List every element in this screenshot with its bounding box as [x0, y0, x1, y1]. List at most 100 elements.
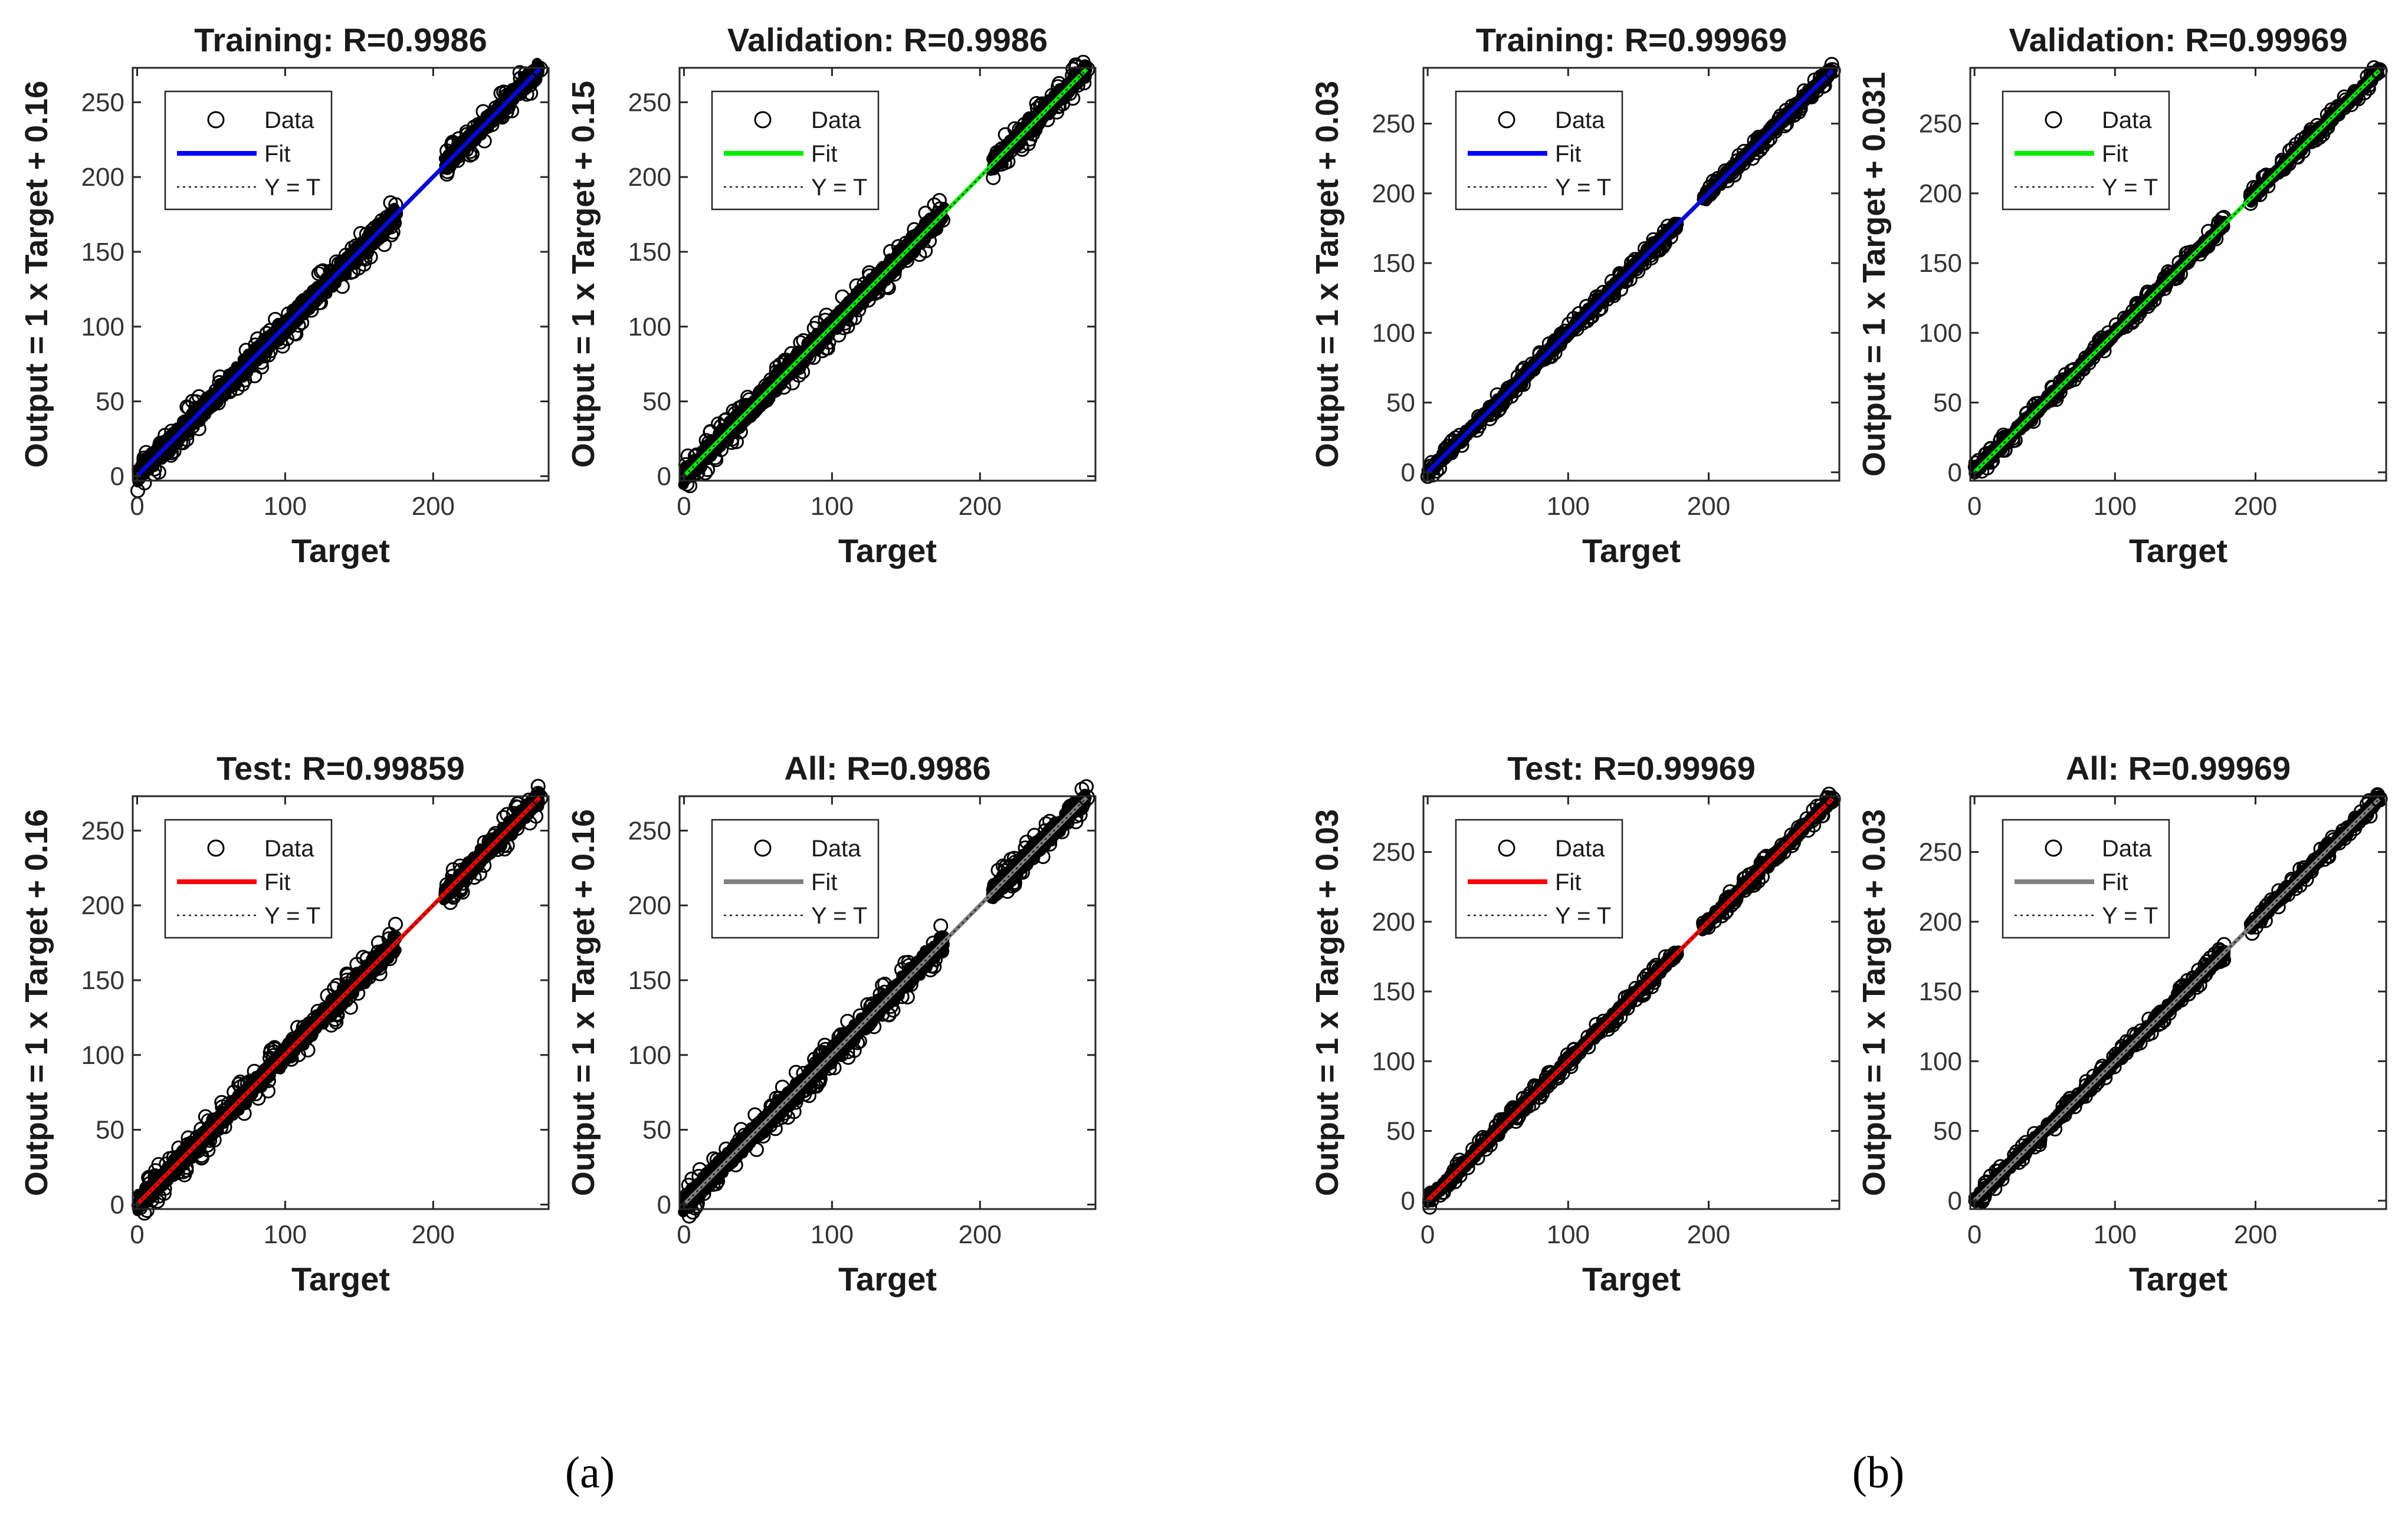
x-tick-label: 100: [1547, 492, 1590, 521]
data-point: [504, 103, 520, 119]
data-point: [290, 308, 306, 323]
x-tick-label: 200: [412, 492, 455, 521]
plot-title: Training: R=0.99969: [1476, 21, 1787, 58]
data-point: [139, 445, 154, 460]
y-tick-label: 150: [1372, 249, 1415, 278]
subplot-1: 0 100 200 0 50 100 150 200 250 Training: R=0.9986…: [19, 21, 550, 569]
data-point: [523, 86, 539, 101]
data-point: [273, 334, 288, 350]
plot-title: Validation: R=0.9986: [727, 21, 1048, 58]
y-tick-label: 150: [81, 238, 124, 267]
data-point: [474, 119, 489, 134]
data-point: [294, 315, 310, 330]
data-point: [513, 71, 528, 86]
y-tick-label: 200: [628, 163, 671, 192]
data-point-extreme: [531, 61, 549, 78]
x-tick-label: 0: [1420, 492, 1435, 521]
y-tick-label: 50: [1386, 389, 1415, 418]
y-axis-label: Output = 1 x Target + 0.15: [566, 81, 601, 468]
x-tick-label: 200: [959, 492, 1002, 521]
y-tick-label: 0: [1401, 458, 1415, 487]
data-point: [263, 323, 278, 338]
legend: Data Fit Y = T: [1455, 90, 1623, 211]
data-point: [323, 273, 338, 288]
data-point: [254, 359, 270, 375]
data-point: [175, 435, 191, 451]
data-point: [235, 377, 250, 392]
x-tick-label: 0: [677, 492, 691, 521]
data-point: [477, 133, 492, 149]
legend-yt-label: Y = T: [811, 175, 867, 201]
data-point: [212, 369, 228, 385]
data-point: [153, 435, 168, 451]
y-tick-label: 250: [1372, 110, 1415, 139]
legend-yt-label: Y = T: [264, 175, 320, 201]
y-tick-label: 200: [1372, 179, 1415, 208]
y-tick-label: 100: [81, 313, 124, 341]
data-point: [512, 65, 527, 80]
data-point: [462, 144, 478, 159]
y-axis-label: Output = 1 x Target + 0.16: [19, 81, 54, 468]
data-point: [363, 249, 378, 265]
y-tick-label: 250: [628, 88, 671, 117]
data-point: [208, 387, 223, 403]
y-tick-label: 100: [1372, 318, 1415, 347]
x-tick-label: 100: [264, 492, 307, 521]
data-point: [291, 318, 306, 333]
legend-data-label: Data: [264, 107, 314, 133]
legend-fit-label: Fit: [264, 141, 290, 167]
legend-data-label: Data: [811, 107, 861, 133]
data-point: [179, 432, 195, 447]
y-tick-label: 250: [81, 88, 124, 117]
y-tick-label: 0: [110, 462, 124, 491]
x-tick-label: 0: [130, 492, 144, 521]
data-point: [185, 393, 200, 409]
y-tick-label: 0: [657, 462, 671, 491]
legend: Data Fit Y = T: [711, 90, 880, 211]
data-point: [388, 206, 403, 221]
data-point: [270, 326, 286, 341]
legend-fit-label: Fit: [1555, 141, 1581, 167]
x-axis-label: Target: [838, 532, 937, 569]
data-point: [263, 343, 278, 359]
data-point: [497, 99, 513, 114]
data-point: [136, 462, 152, 477]
data-point: [353, 226, 368, 241]
axes-frame: [132, 67, 550, 482]
legend-yt-label: Y = T: [1555, 175, 1611, 201]
x-tick-label: 100: [811, 492, 854, 521]
plot-title: Training: R=0.9986: [194, 21, 487, 58]
legend-data-marker: [207, 111, 225, 129]
data-point: [315, 263, 330, 278]
data-point: [238, 343, 254, 358]
y-tick-label: 50: [96, 387, 124, 416]
legend-box: [164, 90, 333, 211]
legend-fit-label: Fit: [811, 141, 837, 167]
legend-data-label: Data: [1555, 107, 1605, 133]
legend: Data Fit Y = T: [164, 90, 333, 211]
data-point: [318, 277, 333, 293]
data-point: [212, 375, 227, 390]
data-point: [288, 326, 304, 341]
data-point: [388, 197, 403, 212]
data-point: [147, 461, 162, 477]
y-tick-label: 50: [642, 387, 671, 416]
data-point: [334, 279, 350, 294]
data-point: [444, 135, 460, 150]
data-point: [313, 295, 329, 310]
data-point: [168, 432, 183, 448]
y-tick-label: 100: [628, 313, 671, 341]
data-point: [439, 166, 455, 182]
data-point: [163, 448, 179, 463]
x-tick-label: 200: [1687, 492, 1730, 521]
y-tick-label: 200: [81, 163, 124, 192]
data-point: [166, 444, 182, 459]
data-point: [259, 326, 274, 341]
data-point: [304, 303, 319, 318]
data-point: [205, 396, 220, 411]
data-point: [464, 146, 480, 162]
x-axis-label: Target: [291, 532, 390, 569]
y-axis-label: Output = 1 x Target + 0.03: [1310, 81, 1345, 468]
